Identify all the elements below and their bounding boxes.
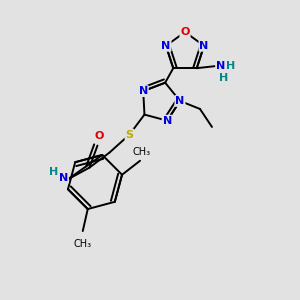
Text: N: N [216, 61, 225, 71]
Text: O: O [95, 130, 104, 141]
Text: N: N [163, 116, 172, 126]
Text: O: O [180, 27, 190, 37]
Text: H: H [219, 73, 228, 83]
Text: S: S [125, 130, 134, 140]
Text: N: N [200, 41, 208, 51]
Text: CH₃: CH₃ [74, 239, 92, 249]
Text: N: N [161, 41, 171, 51]
Text: N: N [139, 86, 148, 96]
Text: N: N [175, 96, 184, 106]
Text: CH₃: CH₃ [133, 147, 151, 157]
Text: H: H [49, 167, 58, 177]
Text: H: H [226, 61, 236, 71]
Text: N: N [59, 172, 68, 183]
